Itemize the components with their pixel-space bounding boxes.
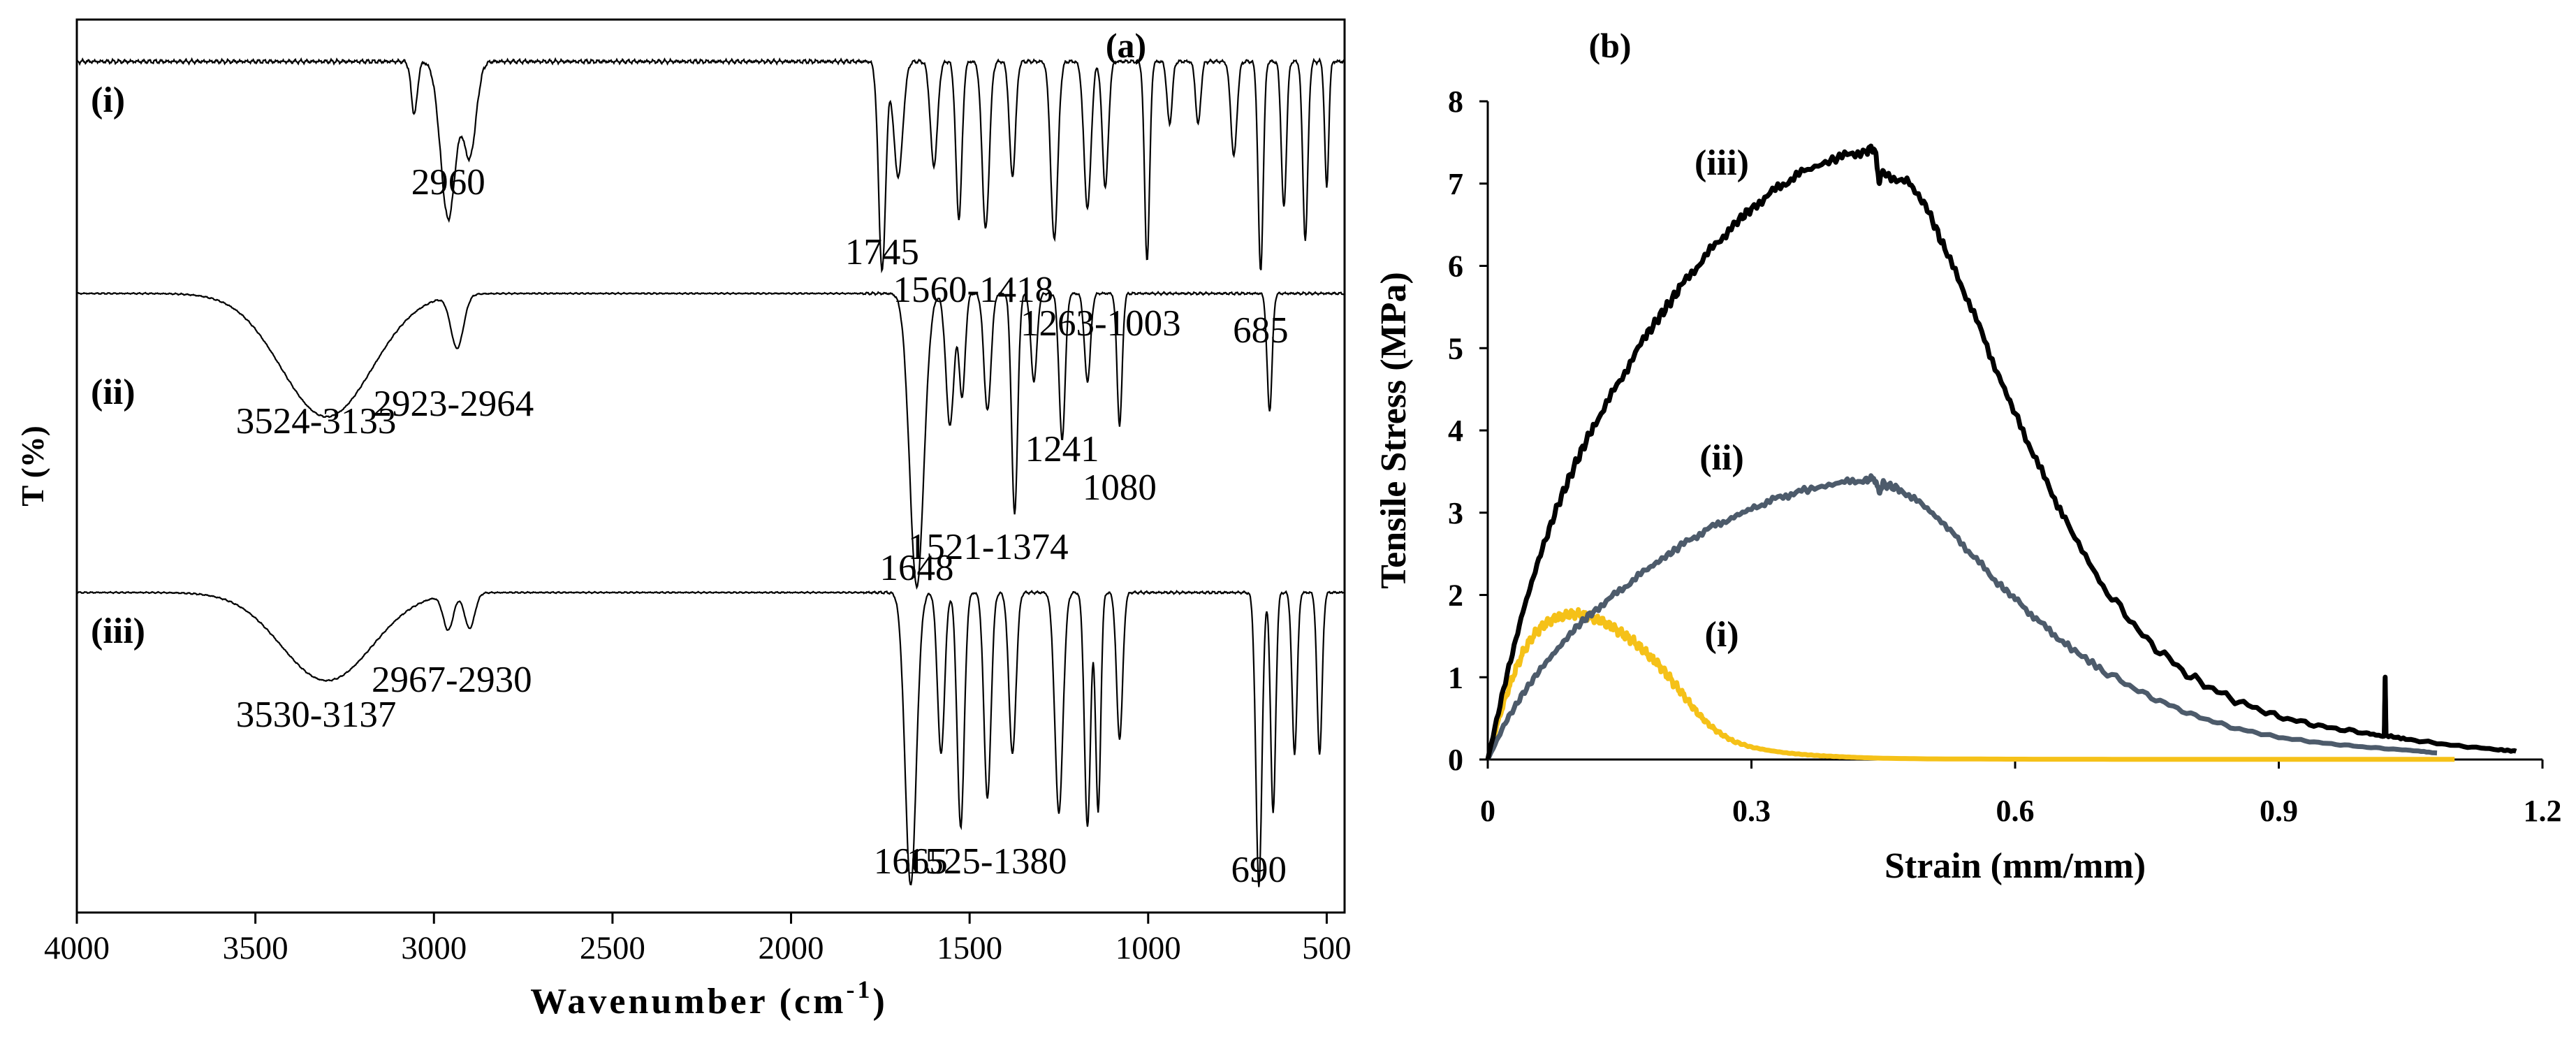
tensile-ticks: 0 1 2 3 4 5 6 7 8 0 0.3 0.6 0.9 1.2: [1448, 85, 2562, 828]
tensile-series-label: (i): [1704, 615, 1739, 655]
ftir-peak-annotation: 1665: [874, 841, 948, 882]
ftir-series-label: (i): [91, 80, 125, 120]
ftir-series-label: (iii): [91, 611, 145, 651]
ftir-x-axis-title-sup: -1: [846, 975, 872, 1003]
ftir-peak-annotation: 1080: [1083, 467, 1157, 508]
ftir-peak-annotation: 1560-1418: [893, 270, 1053, 310]
tensile-curve: [1485, 473, 2438, 761]
ftir-series-label: (ii): [91, 372, 136, 412]
ftir-peak-annotation: 3524-3133: [236, 401, 397, 442]
ftir-peak-annotation: 3530-3137: [236, 695, 397, 735]
tensile-curve: [1485, 606, 2455, 762]
ftir-peak-annotation: 685: [1233, 310, 1289, 351]
ftir-peak-annotation: 690: [1231, 850, 1287, 890]
tensile-panel-label: (b): [1588, 26, 1631, 65]
ftir-panel-label: (a): [1106, 26, 1146, 65]
tensile-series-label: (ii): [1699, 438, 1744, 478]
ftir-y-axis-title: T (%): [15, 426, 50, 506]
ftir-x-tick-label: 2000: [759, 930, 824, 966]
ftir-x-tick-label: 500: [1302, 930, 1352, 966]
ftir-plot-frame: [75, 18, 1346, 914]
tensile-y-tick-label: 1: [1448, 660, 1463, 695]
tensile-x-tick-label: 0: [1480, 794, 1495, 828]
tensile-y-axis-title: Tensile Stress (MPa): [1374, 272, 1414, 589]
tensile-y-tick-label: 4: [1448, 414, 1463, 448]
tensile-y-tick-label: 7: [1448, 167, 1463, 201]
ftir-spectrum-line: [75, 57, 1345, 274]
ftir-spectrum-line: [76, 290, 1346, 590]
ftir-x-axis-title: Wavenumber (cm-1): [530, 975, 888, 1022]
tensile-panel: (b) Tensile Stress (MPa) Strain (mm/mm) …: [1374, 26, 2562, 886]
tensile-x-tick-label: 0.6: [1996, 794, 2035, 828]
ftir-x-axis-title-end: ): [872, 982, 887, 1022]
ftir-x-tick-label: 4000: [44, 930, 110, 966]
tensile-x-axis-title: Strain (mm/mm): [1885, 846, 2146, 886]
ftir-peak-annotation: 1525-1380: [907, 841, 1067, 882]
tensile-series-label: (iii): [1695, 143, 1749, 183]
ftir-peak-annotation: 2923-2964: [374, 384, 534, 424]
tensile-x-tick-label: 0.9: [2260, 794, 2298, 828]
tensile-y-tick-label: 8: [1448, 85, 1463, 119]
ftir-x-tick-label: 1000: [1115, 930, 1181, 966]
tensile-y-tick-label: 6: [1448, 249, 1463, 284]
tensile-y-tick-label: 3: [1448, 496, 1463, 530]
ftir-peak-annotation: 1745: [845, 232, 919, 273]
ftir-x-axis-title-main: Wavenumber (cm: [530, 982, 846, 1022]
ftir-panel: (a) T (%) Wavenumber (cm-1) 4000 3500 3000…: [15, 18, 1352, 1022]
ftir-peak-annotation: 1648: [880, 548, 954, 588]
ftir-peak-annotation: 1241: [1025, 429, 1099, 470]
tensile-y-tick-label: 0: [1448, 743, 1463, 777]
ftir-x-ticks: 4000 3500 3000 2500 2000 1500 1000 500: [44, 913, 1352, 966]
tensile-x-tick-label: 1.2: [2524, 794, 2562, 828]
ftir-x-tick-label: 2500: [580, 930, 645, 966]
ftir-x-tick-label: 3500: [223, 930, 288, 966]
ftir-x-tick-label: 3000: [401, 930, 467, 966]
ftir-x-tick-label: 1500: [937, 930, 1002, 966]
ftir-peak-annotation: 2960: [411, 162, 485, 203]
ftir-peak-annotation: 2967-2930: [372, 660, 532, 700]
ftir-spectrum-line: [76, 589, 1345, 887]
ftir-peak-annotation: 1263-1003: [1020, 303, 1181, 344]
tensile-curves: (i) (ii) (iii): [1485, 143, 2517, 762]
tensile-y-tick-label: 2: [1448, 579, 1463, 613]
tensile-y-tick-label: 5: [1448, 331, 1463, 365]
tensile-x-tick-label: 0.3: [1732, 794, 1771, 828]
tensile-curve: [1485, 143, 2517, 760]
ftir-peak-annotation: 1521-1374: [908, 527, 1069, 567]
